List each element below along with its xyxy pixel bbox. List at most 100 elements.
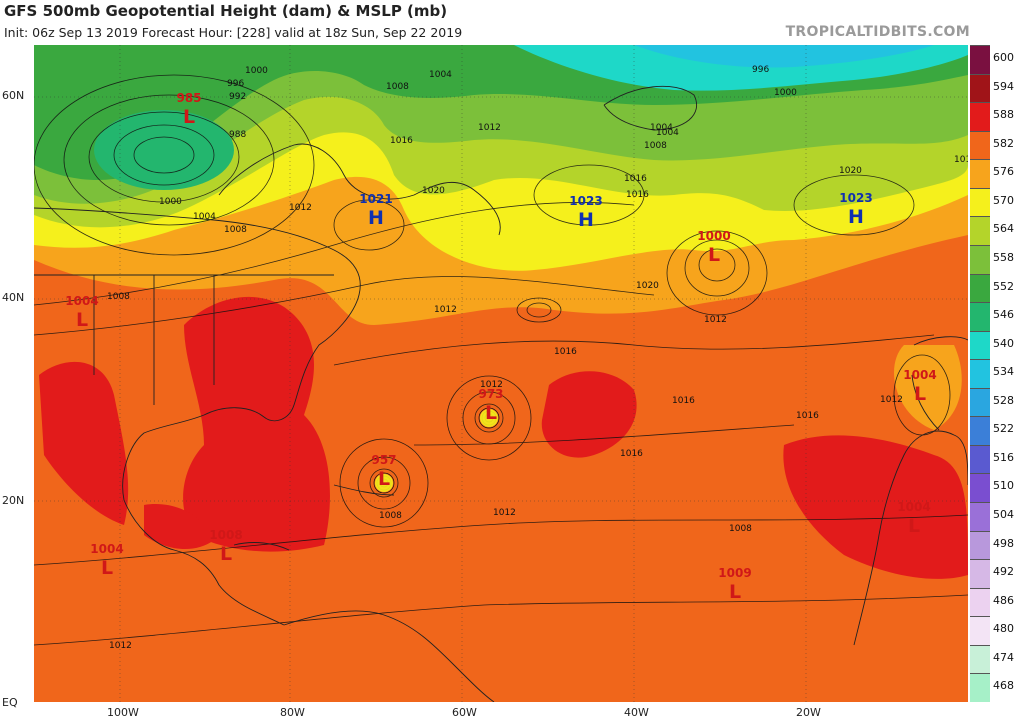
colorbar-entry: 516 <box>970 444 1022 474</box>
colorbar-swatch <box>970 187 990 217</box>
colorbar-label: 546 <box>993 308 1014 322</box>
colorbar-swatch <box>970 673 990 702</box>
system-pressure: 1009 <box>718 566 751 580</box>
colorbar-label: 510 <box>993 479 1014 493</box>
isobar-label: 1012 <box>704 315 727 325</box>
colorbar-label: 486 <box>993 593 1014 607</box>
hurricane-core <box>375 474 393 492</box>
colorbar-entry: 570 <box>970 187 1022 217</box>
lon-label: 20W <box>796 706 821 719</box>
colorbar-entry: 588 <box>970 102 1022 131</box>
system-letter: L <box>101 557 113 579</box>
colorbar-label: 582 <box>993 136 1014 150</box>
system-letter: L <box>76 309 88 331</box>
colorbar-entry: 474 <box>970 644 1022 674</box>
isobar-label: 1016 <box>954 155 968 165</box>
colorbar-label: 528 <box>993 393 1014 407</box>
isobar-label: 1004 <box>193 212 216 222</box>
system-pressure: 1021 <box>359 192 392 206</box>
colorbar-swatch <box>970 45 990 74</box>
system-letter: H <box>848 206 864 228</box>
colorbar-label: 558 <box>993 250 1014 264</box>
system-pressure: 973 <box>478 387 503 401</box>
height-colorbar: 600 594 588 582 576 570 564 558 552 546 540 534 528 5… <box>970 45 1022 702</box>
colorbar-entry: 510 <box>970 473 1022 503</box>
weather-map: 1000996992988100010041008101210161020100… <box>34 45 968 702</box>
system-letter: L <box>908 515 920 537</box>
system-pressure: 1023 <box>569 194 602 208</box>
isobar-label-layer: 1000996992988100010041008101210161020100… <box>107 65 968 651</box>
field-546-core <box>94 110 234 190</box>
isobar-label: 1012 <box>434 305 457 315</box>
colorbar-swatch <box>970 502 990 531</box>
system-pressure: 985 <box>176 91 201 105</box>
isobar-label: 1012 <box>478 123 501 133</box>
isobar-label: 1008 <box>386 82 409 92</box>
isobar-label: 1016 <box>672 396 695 406</box>
isobar-label: 1000 <box>245 66 268 76</box>
colorbar-entry: 564 <box>970 216 1022 245</box>
colorbar-label: 480 <box>993 622 1014 636</box>
colorbar-swatch <box>970 644 990 674</box>
colorbar-entry: 468 <box>970 673 1022 702</box>
system-pressure: 1023 <box>839 191 872 205</box>
system-letter: H <box>578 209 594 231</box>
colorbar-entry: 558 <box>970 244 1022 274</box>
system-pressure: 1004 <box>903 368 936 382</box>
colorbar-entry: 594 <box>970 73 1022 103</box>
system-pressure: 957 <box>371 453 396 467</box>
isobar-label: 1008 <box>644 141 667 151</box>
colorbar-swatch <box>970 159 990 188</box>
colorbar-entry: 492 <box>970 559 1022 588</box>
map-subtitle: Init: 06z Sep 13 2019 Forecast Hour: [22… <box>4 25 463 40</box>
colorbar-entry: 480 <box>970 616 1022 645</box>
isobar-label: 1016 <box>554 347 577 357</box>
colorbar-label: 534 <box>993 365 1014 379</box>
isobar-label: 1012 <box>480 380 503 390</box>
colorbar-entry: 534 <box>970 359 1022 388</box>
isobar-label: 996 <box>752 65 769 75</box>
field-588-gulf <box>144 504 214 550</box>
colorbar-entry: 552 <box>970 273 1022 303</box>
isobar-label: 1012 <box>109 641 132 651</box>
lon-label: 80W <box>280 706 305 719</box>
isobar-label: 992 <box>229 92 246 102</box>
colorbar-label: 468 <box>993 679 1014 693</box>
isobar-label: 1016 <box>390 136 413 146</box>
lon-label: 100W <box>107 706 139 719</box>
system-pressure: 1008 <box>209 528 242 542</box>
isobar-label: 1004 <box>650 123 673 133</box>
isobar-label: 1020 <box>636 281 659 291</box>
isobar-label: 1004 <box>429 70 452 80</box>
lat-label: 20N <box>2 494 25 507</box>
isobar-label: 1016 <box>620 449 643 459</box>
system-letter: L <box>708 244 720 266</box>
system-pressure: 1004 <box>90 542 123 556</box>
field-588-atl <box>541 371 637 458</box>
colorbar-entry: 498 <box>970 530 1022 560</box>
isobar-label: 1016 <box>624 174 647 184</box>
lon-label: 40W <box>624 706 649 719</box>
colorbar-label: 552 <box>993 279 1014 293</box>
field-588-us <box>183 296 330 552</box>
lat-label: EQ <box>2 696 18 709</box>
colorbar-label: 564 <box>993 222 1014 236</box>
colorbar-label: 570 <box>993 193 1014 207</box>
colorbar-swatch <box>970 73 990 103</box>
hurricane-core <box>480 409 498 427</box>
colorbar-swatch <box>970 616 990 645</box>
colorbar-swatch <box>970 216 990 245</box>
colorbar-swatch <box>970 416 990 445</box>
colorbar-label: 492 <box>993 565 1014 579</box>
